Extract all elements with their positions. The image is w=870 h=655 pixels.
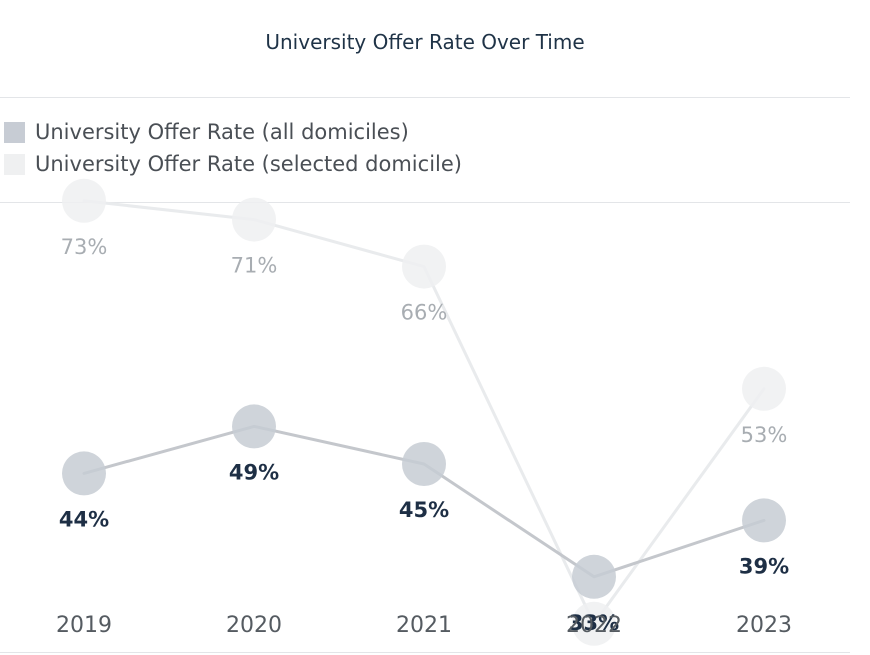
data-point-all-domiciles-2023[interactable] xyxy=(742,498,786,543)
x-tick-label-2022: 2022 xyxy=(566,613,622,638)
chart-title: University Offer Rate Over Time xyxy=(265,30,585,54)
x-tick-label-2021: 2021 xyxy=(396,613,452,638)
data-label-all-domiciles-2021: 45% xyxy=(399,498,449,522)
legend: University Offer Rate (all domiciles) Un… xyxy=(4,116,462,180)
data-point-selected-domicile-2022[interactable] xyxy=(572,601,616,646)
legend-item-selected-domicile[interactable]: University Offer Rate (selected domicile… xyxy=(4,148,462,180)
data-point-selected-domicile-2023[interactable] xyxy=(742,366,786,411)
legend-item-all-domiciles[interactable]: University Offer Rate (all domiciles) xyxy=(4,116,462,148)
legend-swatch-all-domiciles xyxy=(4,121,25,143)
data-point-all-domiciles-2019[interactable] xyxy=(62,451,106,496)
x-tick-label-2023: 2023 xyxy=(736,613,792,638)
legend-swatch-selected-domicile xyxy=(4,153,25,175)
x-tick-label-2020: 2020 xyxy=(226,613,282,638)
chart-bottom-divider xyxy=(0,652,850,653)
data-label-all-domiciles-2022: 33% xyxy=(569,611,619,635)
data-point-selected-domicile-2019[interactable] xyxy=(62,178,106,223)
data-point-selected-domicile-2021[interactable] xyxy=(402,244,446,289)
data-label-selected-domicile-2019: 73% xyxy=(61,235,108,259)
data-label-all-domiciles-2023: 39% xyxy=(739,554,789,578)
legend-label-selected-domicile: University Offer Rate (selected domicile… xyxy=(35,152,462,176)
data-label-all-domiciles-2020: 49% xyxy=(229,460,279,484)
data-label-selected-domicile-2021: 66% xyxy=(401,301,448,325)
data-point-all-domiciles-2021[interactable] xyxy=(402,442,446,486)
data-label-all-domiciles-2019: 44% xyxy=(59,507,109,531)
data-point-selected-domicile-2020[interactable] xyxy=(232,197,276,242)
data-point-all-domiciles-2022[interactable] xyxy=(572,554,616,599)
data-label-selected-domicile-2020: 71% xyxy=(231,254,278,278)
legend-label-all-domiciles: University Offer Rate (all domiciles) xyxy=(35,120,409,144)
x-tick-label-2019: 2019 xyxy=(56,613,112,638)
legend-bottom-divider xyxy=(0,202,850,203)
data-point-all-domiciles-2020[interactable] xyxy=(232,404,276,449)
data-label-selected-domicile-2023: 53% xyxy=(741,423,788,447)
legend-top-divider xyxy=(0,97,850,98)
